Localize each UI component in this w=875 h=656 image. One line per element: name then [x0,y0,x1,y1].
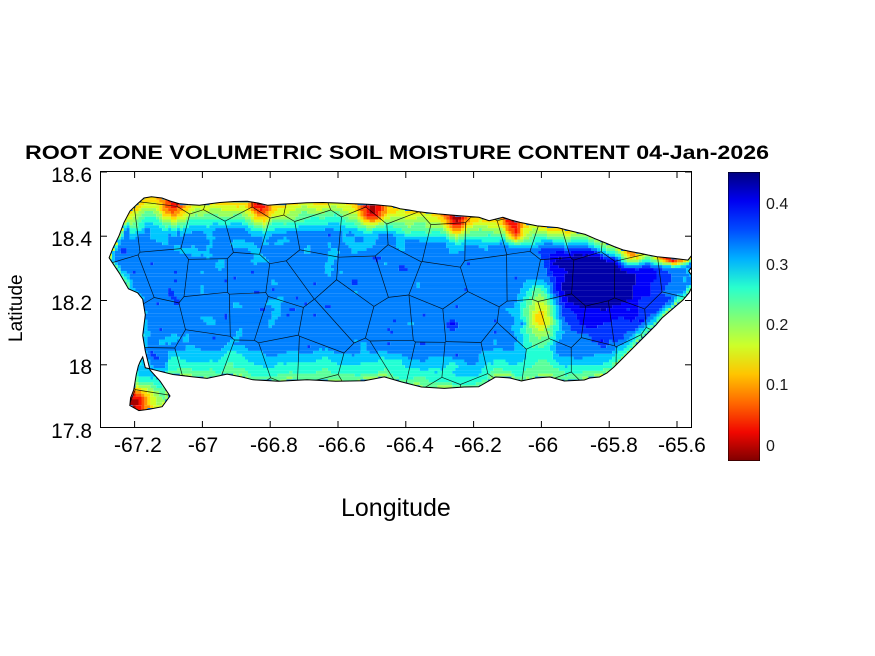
svg-text:Latitude: Latitude [6,274,27,342]
